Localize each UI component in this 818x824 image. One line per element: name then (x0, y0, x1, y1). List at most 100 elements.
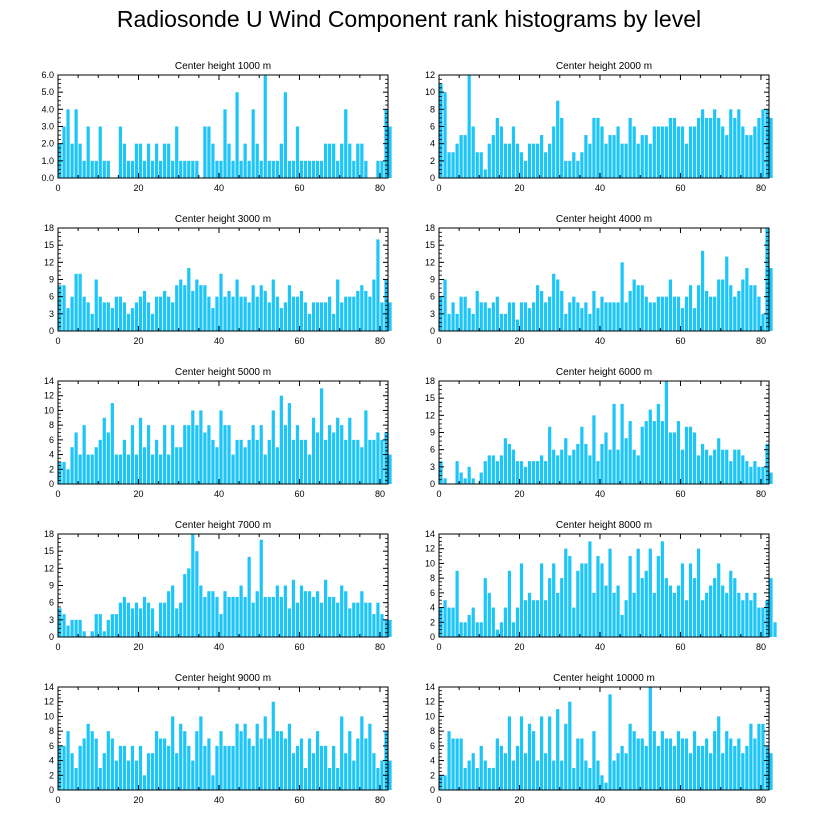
histogram-bar (255, 143, 259, 178)
histogram-bar (328, 767, 332, 790)
histogram-bar (336, 417, 340, 484)
histogram-bar (608, 135, 612, 178)
histogram-bar (203, 285, 207, 331)
histogram-bar (684, 296, 689, 331)
histogram-bar (624, 600, 628, 637)
histogram-bar (336, 767, 340, 790)
histogram-bar (531, 143, 536, 178)
histogram-bar (110, 403, 114, 484)
histogram-bar (652, 126, 656, 178)
panel-title: Center height 6000 m (556, 367, 652, 378)
histogram-bar (459, 472, 463, 484)
histogram-bar (491, 607, 495, 637)
y-tick-label: 4 (49, 756, 54, 766)
histogram-bar (632, 126, 636, 178)
histogram-bar (267, 738, 271, 790)
histogram-bar (352, 160, 356, 178)
histogram-bar (388, 454, 392, 484)
histogram-bar (676, 296, 681, 331)
histogram-bar (620, 262, 624, 331)
histogram-bar (596, 461, 600, 484)
histogram-bar (696, 548, 701, 637)
histogram-bar (130, 608, 135, 637)
histogram-bar (660, 541, 664, 637)
histogram-bar (171, 585, 175, 637)
histogram-bar (600, 563, 604, 637)
histogram-bar (303, 439, 308, 484)
histogram-bar (600, 775, 604, 790)
histogram-bar (311, 596, 316, 637)
x-tick-label: 60 (675, 336, 685, 346)
histogram-bar (159, 454, 163, 484)
histogram-bar (656, 403, 660, 484)
histogram-bar (511, 302, 516, 331)
histogram-bar (471, 126, 475, 178)
histogram-bar (692, 308, 697, 331)
histogram-bar (179, 723, 183, 790)
histogram-bar (344, 591, 348, 637)
histogram-bar (467, 760, 471, 790)
histogram-bar (721, 449, 725, 484)
histogram-bar (255, 591, 259, 637)
histogram-bar (223, 296, 227, 331)
histogram-bar (604, 432, 608, 484)
histogram-bar (535, 461, 540, 484)
histogram-bar (195, 551, 199, 637)
histogram-bar (576, 738, 580, 790)
y-tick-label: 18 (425, 376, 435, 386)
histogram-bar (315, 302, 320, 331)
histogram-bar (207, 425, 211, 484)
x-tick-label: 80 (756, 795, 766, 805)
histogram-bar (600, 296, 604, 331)
histogram-bar (311, 753, 316, 790)
histogram-bar (705, 290, 709, 331)
histogram-bar (692, 731, 697, 790)
histogram-bar (459, 296, 463, 331)
histogram-bar (713, 296, 717, 331)
histogram-bar (126, 160, 131, 178)
histogram-bar (243, 296, 247, 331)
histogram-bar (171, 302, 175, 331)
histogram-bar (211, 308, 215, 331)
histogram-bar (191, 290, 195, 331)
histogram-bar (616, 449, 620, 484)
histogram-bar (146, 302, 151, 331)
histogram-bar (737, 738, 741, 790)
histogram-bar (463, 135, 467, 178)
y-tick-label: 0 (430, 326, 435, 336)
histogram-bar (62, 285, 66, 331)
histogram-bar (668, 738, 673, 790)
histogram-bar (475, 152, 479, 178)
histogram-bar (612, 135, 616, 178)
histogram-bar (729, 461, 733, 484)
histogram-bar (544, 600, 548, 637)
x-tick-label: 20 (133, 795, 143, 805)
histogram-bar (98, 767, 102, 790)
histogram-bar (725, 449, 729, 484)
histogram-bar (324, 143, 328, 178)
histogram-bar (648, 548, 652, 637)
histogram-bar (451, 738, 455, 790)
histogram-bar (556, 100, 560, 178)
histogram-bar (142, 775, 147, 790)
histogram-bar (705, 738, 709, 790)
histogram-bar (66, 308, 70, 331)
histogram-bar (749, 135, 753, 178)
histogram-bar (664, 381, 668, 484)
histogram-bar (515, 461, 520, 484)
histogram-bar (118, 745, 122, 790)
histogram-bar (328, 425, 332, 484)
histogram-bar (211, 775, 215, 790)
y-tick-label: 5.0 (41, 87, 54, 97)
histogram-bar (713, 731, 717, 790)
histogram-bar (199, 716, 203, 790)
histogram-bar (62, 126, 66, 178)
histogram-bar (717, 563, 721, 637)
histogram-bar (78, 273, 82, 331)
histogram-bar (668, 585, 673, 637)
histogram-bar (709, 117, 713, 178)
histogram-bar (463, 296, 467, 331)
histogram-bar (360, 591, 364, 637)
histogram-bar (114, 760, 118, 790)
histogram-bar (741, 279, 745, 331)
